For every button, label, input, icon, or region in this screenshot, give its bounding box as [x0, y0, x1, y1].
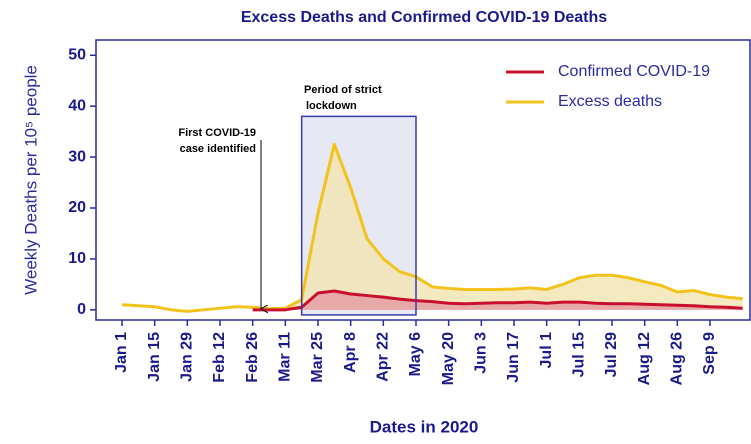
y-tick-label: 10	[68, 250, 86, 267]
x-tick-label: Jun 3	[473, 332, 490, 374]
annotation: Period of strict	[304, 84, 382, 96]
x-tick-label: Sep 9	[701, 332, 718, 375]
y-tick-label: 50	[68, 46, 86, 63]
x-tick-label: Jun 17	[505, 332, 522, 383]
legend-label: Confirmed COVID-19	[558, 63, 710, 80]
y-tick-label: 0	[77, 301, 86, 318]
x-tick-label: Mar 25	[309, 332, 326, 383]
x-tick-label: Aug 12	[636, 332, 653, 385]
x-tick-label: Jul 1	[538, 332, 555, 369]
x-tick-label: Jan 29	[179, 332, 196, 382]
y-tick-label: 20	[68, 199, 86, 216]
area	[252, 144, 743, 310]
y-axis-label: Weekly Deaths per 10⁵ people	[21, 65, 40, 295]
line	[121, 142, 743, 313]
lockdown-box	[300, 115, 417, 316]
annotation: lockdown	[306, 100, 357, 112]
x-tick-label: Feb 12	[211, 332, 228, 383]
chart-title: Excess Deaths and Confirmed COVID-19 Dea…	[241, 9, 607, 26]
x-tick-label: Jan 15	[146, 332, 163, 382]
x-tick-label: Jul 15	[571, 332, 588, 377]
x-tick-label: Apr 22	[375, 332, 392, 382]
plot-frame	[95, 39, 751, 321]
x-tick-label: Feb 26	[244, 332, 261, 383]
x-tick-label: Apr 8	[342, 332, 359, 373]
x-tick-label: Jul 29	[603, 332, 620, 377]
x-tick-label: Aug 26	[669, 332, 686, 385]
x-axis-label: Dates in 2020	[370, 417, 479, 436]
x-tick-label: Mar 11	[277, 332, 294, 382]
x-tick-label: May 20	[440, 332, 457, 385]
y-tick-label: 30	[68, 148, 86, 165]
y-tick-label: 40	[68, 97, 86, 114]
line	[252, 289, 743, 312]
legend-label: Excess deaths	[558, 93, 662, 110]
x-tick-label: Jan 1	[113, 332, 130, 373]
annotation: case identified	[180, 143, 256, 155]
annotation: First COVID-19	[178, 127, 256, 139]
x-tick-label: May 6	[407, 332, 424, 377]
